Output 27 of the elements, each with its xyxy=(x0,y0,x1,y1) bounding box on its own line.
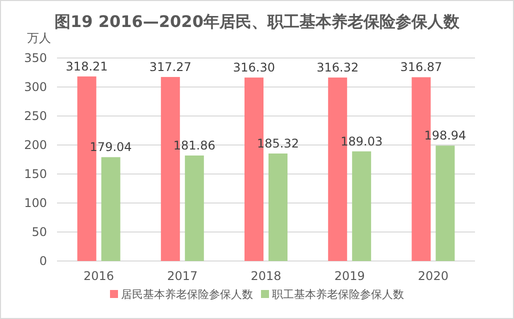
y-tick-label: 300 xyxy=(24,80,47,94)
y-tick-label: 0 xyxy=(39,254,47,268)
y-tick-label: 200 xyxy=(24,138,47,152)
legend-label: 职工基本养老保险参保人数 xyxy=(272,288,404,301)
data-label: 316.30 xyxy=(233,60,275,75)
bar xyxy=(268,154,288,261)
data-label: 316.87 xyxy=(400,60,442,74)
y-tick-label: 350 xyxy=(24,51,47,65)
data-label: 318.21 xyxy=(66,59,108,74)
x-tick-label: 2017 xyxy=(167,269,198,283)
y-tick-label: 100 xyxy=(24,196,47,210)
bar xyxy=(352,151,372,261)
bar xyxy=(436,146,455,261)
y-tick-label: 250 xyxy=(24,109,47,123)
x-tick-label: 2020 xyxy=(418,269,448,283)
legend-label: 居民基本养老保险参保人数 xyxy=(121,288,253,301)
x-tick-label: 2019 xyxy=(334,269,365,283)
x-tick-label: 2018 xyxy=(250,269,282,283)
data-label: 316.32 xyxy=(316,60,359,75)
chart-title: 图19 2016—2020年居民、职工基本养老保险参保人数 xyxy=(54,12,460,31)
x-tick-label: 2016 xyxy=(84,269,114,283)
y-tick-label: 150 xyxy=(24,167,47,181)
bar xyxy=(101,157,120,261)
y-tick-label: 50 xyxy=(32,225,47,239)
bar xyxy=(184,156,204,261)
y-axis-title: 万人 xyxy=(27,31,51,45)
data-label: 317.27 xyxy=(149,60,192,74)
